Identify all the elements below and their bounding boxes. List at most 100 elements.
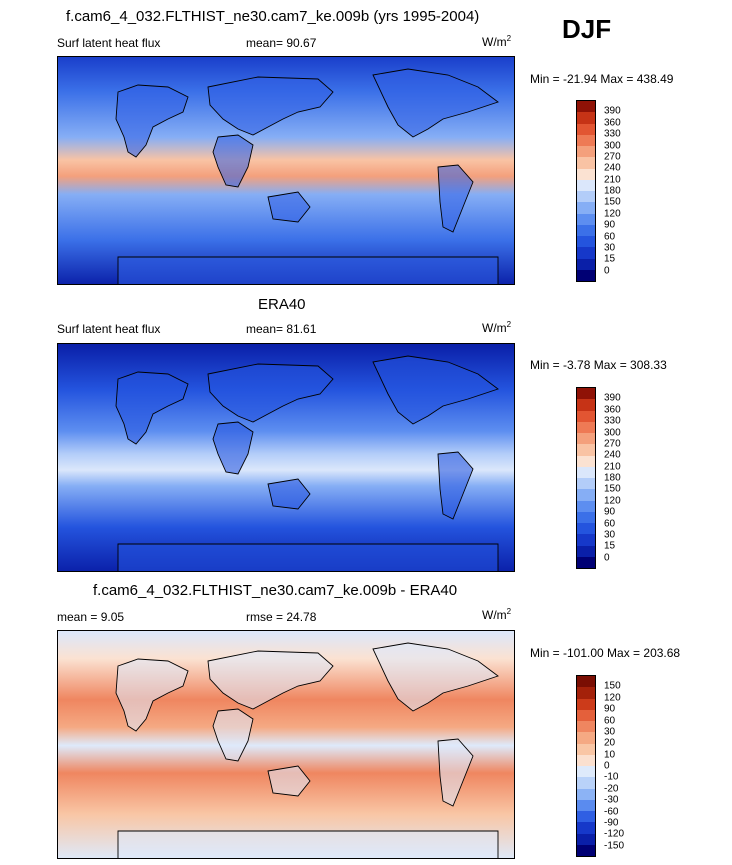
coastline: [437, 451, 474, 520]
colorbar-swatch: [577, 676, 595, 688]
colorbar-swatch: [577, 777, 595, 789]
colorbar-swatch: [577, 112, 595, 124]
colorbar-tick-label: 30: [604, 242, 616, 254]
panel-2-minmax: Min = -3.78 Max = 308.33: [530, 358, 667, 372]
colorbar-swatch: [577, 444, 595, 456]
colorbar-swatch: [577, 410, 595, 422]
colorbar-tick-label: 15: [604, 540, 616, 552]
coastline: [267, 478, 311, 510]
colorbar-tick-label: 390: [604, 392, 621, 404]
coastline: [115, 371, 189, 445]
panel-3-minmax: Min = -101.00 Max = 203.68: [530, 646, 681, 660]
colorbar-swatch: [577, 399, 595, 411]
colorbar-swatch: [577, 433, 595, 445]
colorbar-tick-label: -20: [604, 783, 619, 795]
colorbar-swatch: [577, 721, 595, 733]
panel-3-mean-label: mean = 9.05: [57, 610, 125, 624]
colorbar-swatch: [577, 822, 595, 834]
coastline: [115, 84, 189, 158]
colorbar-tick-label: 90: [604, 506, 616, 518]
colorbar-swatch: [577, 489, 595, 501]
colorbar-tick-label: 60: [604, 231, 616, 242]
colorbar-tick-label: 90: [604, 703, 616, 715]
colorbar-tick-label: 360: [604, 117, 621, 129]
coastline: [207, 76, 334, 136]
coastline: [117, 830, 499, 858]
colorbar-swatch: [577, 421, 595, 433]
colorbar-tick-label: 15: [604, 253, 616, 265]
coastline: [437, 164, 474, 233]
coastline: [117, 543, 499, 571]
colorbar-tick-label: 150: [604, 680, 621, 692]
panel-3-title: f.cam6_4_032.FLTHIST_ne30.cam7_ke.009b -…: [93, 582, 458, 599]
panel-1-units: W/m2: [482, 34, 511, 49]
colorbar-swatch: [577, 146, 595, 158]
colorbar-swatch: [577, 478, 595, 490]
panel-3-units-exp: 2: [506, 607, 512, 616]
colorbar-tick-label: 120: [604, 692, 621, 704]
colorbar-swatch: [577, 811, 595, 823]
colorbar-tick-label: 20: [604, 737, 616, 749]
panel-1-title: f.cam6_4_032.FLTHIST_ne30.cam7_ke.009b (…: [66, 8, 480, 25]
coastline: [267, 765, 311, 797]
panel-2-units-exp: 2: [506, 320, 512, 329]
colorbar-swatch: [577, 258, 595, 270]
colorbar-swatch: [577, 732, 595, 744]
colorbar-tick-label: 270: [604, 438, 621, 450]
colorbar-tick-label: 240: [604, 449, 621, 461]
colorbar-swatch: [577, 766, 595, 778]
colorbar-tick-label: 330: [604, 415, 621, 427]
colorbar-tick-label: 60: [604, 518, 616, 529]
colorbar-tick-label: -60: [604, 806, 619, 817]
colorbar-tick-label: -150: [604, 840, 625, 852]
colorbar-tick-label: 0: [604, 265, 610, 277]
colorbar-tick-label: 150: [604, 196, 621, 208]
coastline: [212, 421, 254, 475]
colorbar-swatch: [577, 709, 595, 721]
colorbar-swatch: [577, 236, 595, 248]
colorbar-swatch: [577, 844, 595, 856]
colorbar-tick-label: -90: [604, 817, 619, 829]
colorbar-swatch: [577, 123, 595, 135]
colorbar-swatch: [577, 213, 595, 225]
panel-2-units: W/m2: [482, 320, 511, 335]
panel-1-map-svg: [58, 57, 514, 284]
colorbar-swatch: [577, 687, 595, 699]
coastline: [267, 191, 311, 223]
coastline: [372, 355, 499, 425]
panel-2-units-text: W/m: [482, 321, 507, 335]
colorbar-tick-label: 120: [604, 495, 621, 507]
colorbar-swatch: [577, 833, 595, 845]
colorbar-tick-label: 90: [604, 219, 616, 231]
colorbar-tick-label: 150: [604, 483, 621, 495]
panel-3-rmse-label: rmse = 24.78: [246, 610, 317, 624]
colorbar-swatch: [577, 545, 595, 557]
colorbar-swatch: [577, 799, 595, 811]
colorbar-swatch: [577, 157, 595, 169]
colorbar-tick-label: 300: [604, 140, 621, 151]
coastline: [207, 650, 334, 710]
colorbar-tick-label: 60: [604, 715, 616, 726]
colorbar-swatch: [577, 202, 595, 214]
colorbar-tick-label: -10: [604, 771, 619, 783]
colorbar-swatch: [577, 101, 595, 113]
colorbar-tick-label: 180: [604, 472, 621, 484]
panel-1-variable-label: Surf latent heat flux: [57, 36, 161, 50]
coastline: [372, 68, 499, 138]
panel-2-title: ERA40: [258, 296, 306, 313]
panel-2-map: [57, 343, 515, 572]
panel-3-map: [57, 630, 515, 859]
panel-3-colorbar: [576, 675, 596, 857]
colorbar-tick-label: 240: [604, 162, 621, 174]
colorbar-swatch: [577, 224, 595, 236]
coastline: [212, 708, 254, 762]
colorbar-swatch: [577, 534, 595, 546]
colorbar-tick-label: 30: [604, 726, 616, 738]
colorbar-tick-label: 360: [604, 404, 621, 416]
season-label: DJF: [562, 14, 612, 44]
colorbar-swatch: [577, 191, 595, 203]
colorbar-swatch: [577, 179, 595, 191]
colorbar-swatch: [577, 247, 595, 259]
colorbar-swatch: [577, 788, 595, 800]
panel-1-colorbar: [576, 100, 596, 282]
